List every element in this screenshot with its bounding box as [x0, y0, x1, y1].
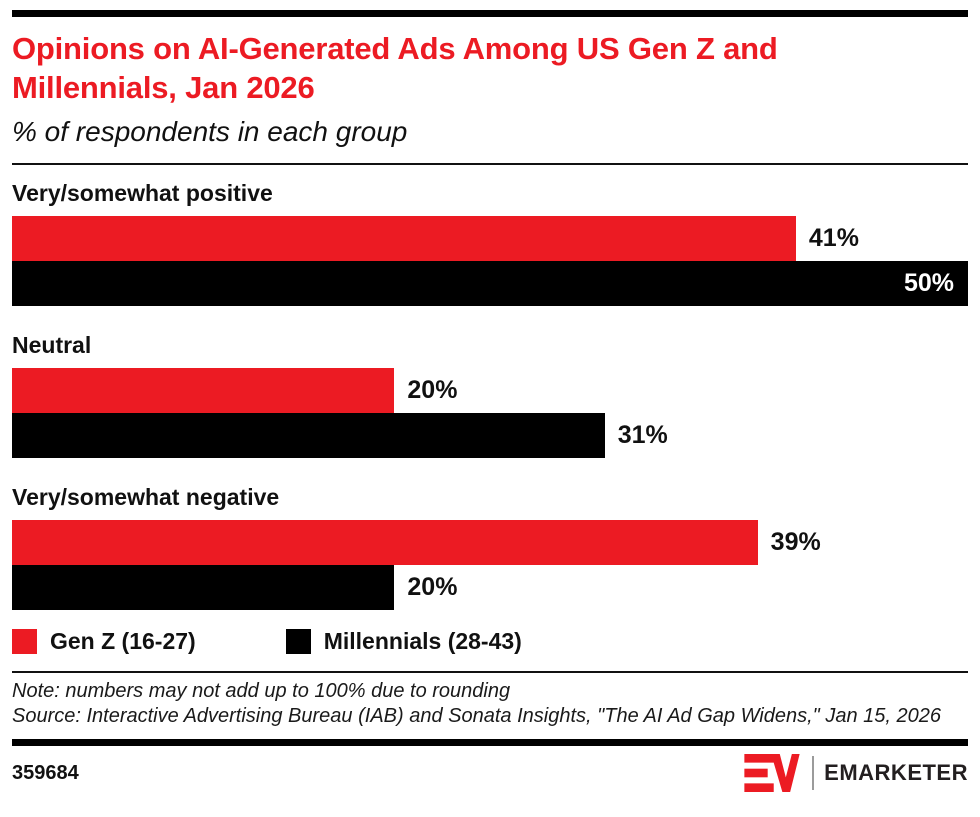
- legend-swatch-millennials: [285, 629, 311, 654]
- bar-row-millennials: 31%: [12, 413, 968, 458]
- chart-group-neutral: Neutral 20% 31%: [12, 330, 968, 458]
- value-label: 20%: [407, 573, 458, 601]
- chart-group-negative: Very/somewhat negative 39% 20%: [12, 482, 968, 610]
- footer-rule: [12, 739, 968, 746]
- bar-row-genz: 39%: [12, 520, 968, 565]
- bar-row-genz: 20%: [12, 368, 968, 413]
- legend-label-millennials: Millennials (28-43): [323, 628, 522, 654]
- bar-genz-negative: [12, 520, 758, 565]
- bar-genz-positive: [12, 216, 796, 261]
- top-rule: [12, 10, 968, 17]
- value-label: 39%: [770, 528, 821, 556]
- chart-title: Opinions on AI-Generated Ads Among US Ge…: [12, 31, 778, 105]
- logo-divider: [812, 756, 815, 790]
- emarketer-logo: EMARKETER: [744, 754, 968, 792]
- value-label: 20%: [407, 376, 458, 404]
- bar-millennials-negative: [12, 565, 395, 610]
- category-label: Neutral: [12, 332, 92, 358]
- chart-id: 359684: [12, 761, 79, 784]
- chart-group-positive: Very/somewhat positive 41% 50%: [12, 178, 968, 306]
- value-label: 41%: [808, 224, 859, 252]
- bar-genz-neutral: [12, 368, 395, 413]
- legend-label-genz: Gen Z (16-27): [50, 628, 196, 654]
- legend-swatch-genz: [12, 629, 37, 654]
- bar-millennials-positive: 50%: [12, 261, 968, 306]
- bar-chart: Very/somewhat positive 41% 50% Neutral 2…: [12, 178, 968, 655]
- legend-item-genz: Gen Z (16-27): [12, 628, 196, 655]
- notes-block: Note: numbers may not add up to 100% due…: [12, 679, 968, 729]
- brand-name: EMARKETER: [824, 760, 968, 785]
- bar-row-genz: 41%: [12, 216, 968, 261]
- source-text: Source: Interactive Advertising Bureau (…: [12, 705, 941, 727]
- category-label: Very/somewhat positive: [12, 180, 273, 206]
- category-label: Very/somewhat negative: [12, 484, 280, 510]
- bar-millennials-neutral: [12, 413, 605, 458]
- em-monogram-icon: [744, 754, 800, 792]
- legend-item-millennials: Millennials (28-43): [285, 628, 522, 655]
- value-label: 31%: [617, 421, 668, 449]
- chart-subtitle: % of respondents in each group: [12, 116, 408, 147]
- value-label: 50%: [903, 269, 954, 297]
- note-text: Note: numbers may not add up to 100% due…: [12, 680, 511, 702]
- header-divider: [12, 163, 968, 165]
- notes-divider: [12, 671, 968, 673]
- footer: 359684 EMARKETER: [12, 754, 968, 792]
- legend: Gen Z (16-27) Millennials (28-43): [12, 628, 968, 655]
- bar-row-millennials: 50%: [12, 261, 968, 306]
- bar-row-millennials: 20%: [12, 565, 968, 610]
